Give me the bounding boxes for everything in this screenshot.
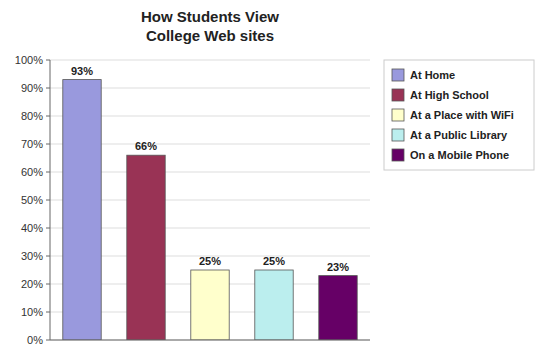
data-label: 25% [199,255,221,267]
legend-swatch [392,149,404,161]
chart: How Students View College Web sites 0% 10% 2… [0,0,540,363]
y-tick-label: 10% [21,306,43,318]
legend: At Home At High School At a Place with WiF… [384,60,534,170]
grid-line [50,60,370,61]
data-label: 66% [135,140,157,152]
y-tick [46,60,50,61]
bar [255,270,293,340]
data-label: 93% [71,65,93,77]
y-tick-label: 40% [21,222,43,234]
y-tick [46,284,50,285]
bar [63,80,101,340]
y-tick-label: 0% [27,334,43,346]
y-tick-label: 60% [21,166,43,178]
legend-swatch [392,69,404,81]
legend-label: At a Place with WiFi [410,109,514,121]
legend-swatch [392,129,404,141]
y-tick [46,256,50,257]
data-label: 25% [263,255,285,267]
y-tick [46,144,50,145]
legend-swatch [392,89,404,101]
data-label: 23% [327,261,349,273]
y-tick-label: 50% [21,194,43,206]
y-tick-label: 70% [21,138,43,150]
y-tick-label: 100% [15,54,43,66]
x-axis-line [50,340,370,341]
bar [127,155,165,340]
legend-box [384,60,534,170]
y-tick-label: 90% [21,82,43,94]
title-line: College Web sites [146,27,274,44]
legend-label: At Home [410,69,455,81]
y-tick [46,228,50,229]
y-tick-label: 20% [21,278,43,290]
legend-label: At a Public Library [410,129,508,141]
y-tick [46,116,50,117]
y-tick-label: 30% [21,250,43,262]
y-axis-line [50,60,51,340]
legend-swatch [392,109,404,121]
y-tick [46,200,50,201]
legend-label: At High School [410,89,489,101]
bar [191,270,229,340]
title-line: How Students View [141,8,279,25]
y-axis: 0% 10% 20% 30% 40% 50% 60% 70% 80% 90% 100% [15,54,50,346]
grid [50,60,370,340]
y-tick-label: 80% [21,110,43,122]
data-labels: 93% 66% 25% 25% 23% [71,65,349,273]
y-tick [46,88,50,89]
legend-label: On a Mobile Phone [410,149,509,161]
y-tick [46,312,50,313]
title: How Students View College Web sites [141,8,279,44]
bars [63,80,357,340]
grid-line [50,340,370,341]
y-tick [46,172,50,173]
y-tick [46,340,50,341]
bar [319,276,357,340]
